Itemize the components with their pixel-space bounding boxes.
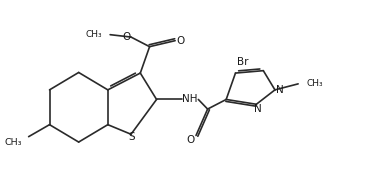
Text: N: N <box>276 85 283 95</box>
Text: NH: NH <box>183 95 198 104</box>
Text: CH₃: CH₃ <box>306 79 323 88</box>
Text: O: O <box>122 32 131 42</box>
Text: CH₃: CH₃ <box>85 30 102 39</box>
Text: N: N <box>254 104 261 114</box>
Text: S: S <box>129 132 135 142</box>
Text: CH₃: CH₃ <box>4 138 22 147</box>
Text: Br: Br <box>237 57 248 67</box>
Text: O: O <box>186 135 194 145</box>
Text: O: O <box>177 36 185 46</box>
